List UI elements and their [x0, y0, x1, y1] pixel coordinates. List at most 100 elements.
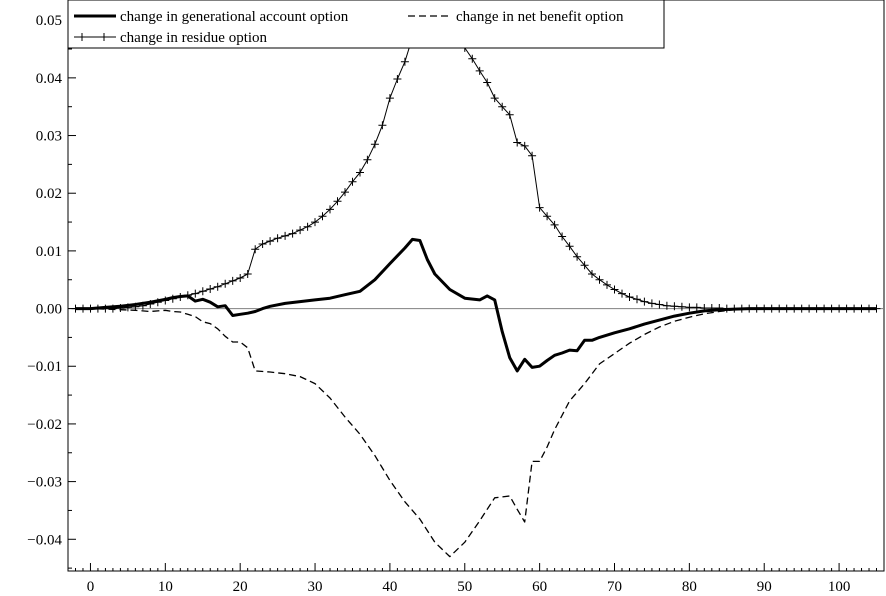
legend-label-residue: change in residue option	[120, 30, 268, 46]
y-tick-label: 0.01	[36, 244, 62, 260]
data-point-marker	[273, 234, 282, 243]
series-layer	[71, 8, 881, 558]
data-point-marker	[513, 138, 522, 147]
data-point-marker	[820, 304, 829, 313]
data-point-marker	[692, 303, 701, 312]
data-point-marker	[236, 274, 245, 282]
data-point-marker	[101, 304, 110, 313]
data-point-marker	[296, 226, 305, 235]
data-point-marker	[640, 297, 649, 306]
data-point-marker	[468, 54, 477, 63]
data-point-marker	[475, 66, 484, 75]
data-point-marker	[797, 304, 806, 313]
data-point-marker	[288, 229, 297, 238]
data-point-marker	[311, 218, 319, 227]
data-point-marker	[760, 304, 769, 313]
data-point-marker	[400, 57, 409, 66]
data-point-marker	[228, 276, 237, 285]
data-point-marker	[385, 94, 394, 103]
series-line-residue	[75, 12, 877, 310]
data-point-marker	[565, 242, 574, 251]
data-point-marker	[378, 121, 387, 130]
data-point-marker	[251, 245, 260, 254]
data-point-marker	[221, 279, 230, 288]
data-point-marker	[161, 296, 170, 305]
data-point-marker	[116, 304, 125, 312]
x-tick-label: 80	[682, 579, 697, 595]
data-point-marker	[363, 155, 372, 164]
data-point-marker	[108, 304, 117, 313]
data-point-marker	[775, 304, 784, 313]
data-point-marker	[528, 151, 537, 160]
y-tick-label: 0.00	[36, 302, 62, 318]
x-tick-label: 40	[382, 579, 397, 595]
legend-box	[67, 0, 665, 49]
x-tick-label: 90	[757, 579, 772, 595]
data-point-marker	[588, 270, 596, 278]
data-point-marker	[850, 304, 859, 313]
data-point-marker	[393, 75, 402, 83]
data-point-marker	[745, 304, 754, 313]
data-point-marker	[767, 304, 776, 313]
data-point-marker	[498, 102, 507, 111]
y-tick-label: −0.02	[27, 417, 62, 433]
plot-frame	[67, 0, 885, 572]
data-point-marker	[341, 188, 349, 197]
legend-label-net-benefit: change in net benefit option	[456, 9, 624, 25]
x-tick-label: 0	[87, 579, 95, 595]
axis-layer: 0 10 20 30 40 50 60 70 80 90 100 −0.04 −0.03 −0.02 −0.…	[27, 13, 885, 595]
data-point-marker	[603, 280, 611, 289]
x-tick-label: 30	[308, 579, 323, 595]
data-point-marker	[266, 237, 275, 246]
y-tick-label: 0.02	[36, 186, 62, 202]
data-point-marker	[93, 304, 102, 313]
data-point-marker	[655, 300, 664, 309]
data-point-marker	[326, 205, 334, 214]
data-point-marker	[737, 304, 746, 313]
data-point-marker	[865, 304, 873, 313]
x-tick-label: 70	[607, 579, 622, 595]
data-point-marker	[670, 302, 679, 311]
x-tick-label: 100	[828, 579, 851, 595]
data-point-marker	[483, 78, 492, 87]
data-point-marker	[79, 304, 87, 313]
data-point-marker	[356, 168, 364, 177]
data-point-marker	[206, 285, 215, 293]
data-point-marker	[258, 240, 267, 248]
data-point-marker	[550, 220, 559, 229]
data-point-marker	[131, 302, 140, 311]
data-point-marker	[146, 300, 155, 308]
data-point-marker	[505, 110, 514, 119]
data-point-marker	[198, 287, 207, 296]
data-point-marker	[595, 275, 604, 284]
series-line-generational-account	[75, 237, 877, 373]
data-point-marker	[243, 270, 252, 278]
y-tick-label: 0.03	[36, 129, 62, 145]
data-point-marker	[138, 301, 147, 310]
data-point-marker	[191, 289, 200, 298]
data-point-marker	[790, 304, 799, 313]
data-point-marker	[707, 304, 716, 312]
data-point-marker	[176, 293, 185, 301]
y-tick-label: −0.04	[27, 532, 62, 548]
data-point-marker	[782, 304, 791, 313]
legend-label-generational: change in generational account option	[120, 9, 349, 25]
data-point-marker	[842, 304, 851, 313]
data-point-marker	[123, 303, 132, 312]
y-tick-label: 0.04	[36, 71, 63, 87]
data-point-marker	[370, 140, 379, 149]
data-point-marker	[647, 299, 656, 308]
data-point-marker	[618, 289, 626, 298]
data-point-marker	[318, 212, 327, 221]
data-point-marker	[573, 252, 582, 261]
x-tick-label: 60	[532, 579, 547, 595]
data-point-marker	[333, 197, 342, 206]
data-point-marker	[857, 304, 866, 313]
data-point-marker	[812, 304, 821, 313]
data-point-marker	[677, 302, 686, 311]
data-point-marker	[168, 294, 177, 303]
data-point-marker	[700, 304, 709, 312]
data-point-marker	[827, 304, 836, 313]
x-tick-label: 20	[233, 579, 248, 595]
